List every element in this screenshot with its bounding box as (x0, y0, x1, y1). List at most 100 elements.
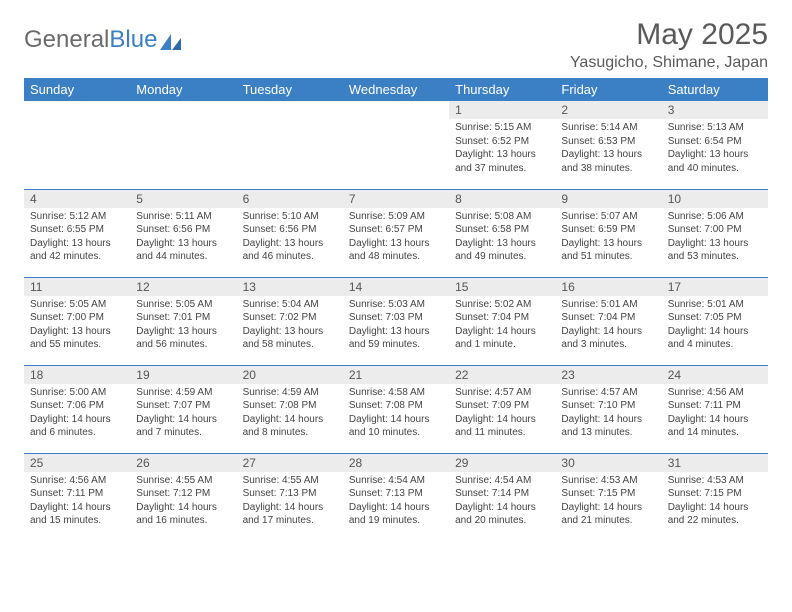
day-number: 30 (555, 454, 661, 472)
sunset-text: Sunset: 7:11 PM (30, 487, 124, 501)
calendar-day-cell: 26Sunrise: 4:55 AMSunset: 7:12 PMDayligh… (130, 453, 236, 541)
sunrise-text: Sunrise: 4:55 AM (243, 474, 337, 488)
calendar-day-cell: 20Sunrise: 4:59 AMSunset: 7:08 PMDayligh… (237, 365, 343, 453)
day-details: Sunrise: 5:15 AMSunset: 6:52 PMDaylight:… (449, 119, 555, 179)
day-details: Sunrise: 5:11 AMSunset: 6:56 PMDaylight:… (130, 208, 236, 268)
sunrise-text: Sunrise: 4:59 AM (243, 386, 337, 400)
day-number: 24 (662, 366, 768, 384)
sunrise-text: Sunrise: 5:05 AM (30, 298, 124, 312)
day-details: Sunrise: 5:01 AMSunset: 7:05 PMDaylight:… (662, 296, 768, 356)
day-number: 29 (449, 454, 555, 472)
sunset-text: Sunset: 7:11 PM (668, 399, 762, 413)
daylight-text: Daylight: 14 hours and 7 minutes. (136, 413, 230, 440)
sunset-text: Sunset: 6:53 PM (561, 135, 655, 149)
day-number: 10 (662, 190, 768, 208)
sunrise-text: Sunrise: 5:12 AM (30, 210, 124, 224)
day-details: Sunrise: 5:00 AMSunset: 7:06 PMDaylight:… (24, 384, 130, 444)
day-details: Sunrise: 4:54 AMSunset: 7:14 PMDaylight:… (449, 472, 555, 532)
daylight-text: Daylight: 13 hours and 44 minutes. (136, 237, 230, 264)
sunrise-text: Sunrise: 5:10 AM (243, 210, 337, 224)
sunset-text: Sunset: 7:04 PM (455, 311, 549, 325)
calendar-body: 1Sunrise: 5:15 AMSunset: 6:52 PMDaylight… (24, 101, 768, 541)
sunrise-text: Sunrise: 5:11 AM (136, 210, 230, 224)
sunrise-text: Sunrise: 5:00 AM (30, 386, 124, 400)
daylight-text: Daylight: 13 hours and 55 minutes. (30, 325, 124, 352)
calendar-day-cell: 7Sunrise: 5:09 AMSunset: 6:57 PMDaylight… (343, 189, 449, 277)
sunset-text: Sunset: 7:02 PM (243, 311, 337, 325)
day-number: 1 (449, 101, 555, 119)
sunrise-text: Sunrise: 4:56 AM (30, 474, 124, 488)
sunrise-text: Sunrise: 5:04 AM (243, 298, 337, 312)
calendar-day-cell: 29Sunrise: 4:54 AMSunset: 7:14 PMDayligh… (449, 453, 555, 541)
daylight-text: Daylight: 13 hours and 42 minutes. (30, 237, 124, 264)
sunset-text: Sunset: 7:00 PM (668, 223, 762, 237)
sunset-text: Sunset: 7:12 PM (136, 487, 230, 501)
calendar-day-cell: 4Sunrise: 5:12 AMSunset: 6:55 PMDaylight… (24, 189, 130, 277)
sunrise-text: Sunrise: 4:54 AM (455, 474, 549, 488)
sunset-text: Sunset: 7:01 PM (136, 311, 230, 325)
daylight-text: Daylight: 14 hours and 22 minutes. (668, 501, 762, 528)
calendar-day-cell (343, 101, 449, 189)
calendar-day-cell: 9Sunrise: 5:07 AMSunset: 6:59 PMDaylight… (555, 189, 661, 277)
daylight-text: Daylight: 14 hours and 3 minutes. (561, 325, 655, 352)
month-title: May 2025 (570, 18, 768, 52)
calendar-day-cell: 16Sunrise: 5:01 AMSunset: 7:04 PMDayligh… (555, 277, 661, 365)
weekday-header: Thursday (449, 78, 555, 101)
daylight-text: Daylight: 14 hours and 17 minutes. (243, 501, 337, 528)
calendar-day-cell: 2Sunrise: 5:14 AMSunset: 6:53 PMDaylight… (555, 101, 661, 189)
calendar-day-cell: 6Sunrise: 5:10 AMSunset: 6:56 PMDaylight… (237, 189, 343, 277)
daylight-text: Daylight: 14 hours and 14 minutes. (668, 413, 762, 440)
daylight-text: Daylight: 13 hours and 58 minutes. (243, 325, 337, 352)
day-details: Sunrise: 4:55 AMSunset: 7:12 PMDaylight:… (130, 472, 236, 532)
calendar-day-cell: 21Sunrise: 4:58 AMSunset: 7:08 PMDayligh… (343, 365, 449, 453)
calendar-day-cell: 8Sunrise: 5:08 AMSunset: 6:58 PMDaylight… (449, 189, 555, 277)
sunrise-text: Sunrise: 5:06 AM (668, 210, 762, 224)
calendar-week-row: 4Sunrise: 5:12 AMSunset: 6:55 PMDaylight… (24, 189, 768, 277)
day-details: Sunrise: 4:54 AMSunset: 7:13 PMDaylight:… (343, 472, 449, 532)
calendar-day-cell: 17Sunrise: 5:01 AMSunset: 7:05 PMDayligh… (662, 277, 768, 365)
sunset-text: Sunset: 6:56 PM (243, 223, 337, 237)
sunset-text: Sunset: 7:09 PM (455, 399, 549, 413)
calendar-day-cell: 22Sunrise: 4:57 AMSunset: 7:09 PMDayligh… (449, 365, 555, 453)
daylight-text: Daylight: 14 hours and 21 minutes. (561, 501, 655, 528)
calendar-day-cell (130, 101, 236, 189)
day-details: Sunrise: 4:55 AMSunset: 7:13 PMDaylight:… (237, 472, 343, 532)
sunrise-text: Sunrise: 4:59 AM (136, 386, 230, 400)
day-details: Sunrise: 4:59 AMSunset: 7:08 PMDaylight:… (237, 384, 343, 444)
day-number: 20 (237, 366, 343, 384)
day-number: 28 (343, 454, 449, 472)
day-details: Sunrise: 5:01 AMSunset: 7:04 PMDaylight:… (555, 296, 661, 356)
calendar-day-cell: 25Sunrise: 4:56 AMSunset: 7:11 PMDayligh… (24, 453, 130, 541)
day-details: Sunrise: 4:58 AMSunset: 7:08 PMDaylight:… (343, 384, 449, 444)
calendar-day-cell (237, 101, 343, 189)
sunrise-text: Sunrise: 4:56 AM (668, 386, 762, 400)
sunrise-text: Sunrise: 5:15 AM (455, 121, 549, 135)
sunset-text: Sunset: 7:08 PM (243, 399, 337, 413)
sunset-text: Sunset: 7:04 PM (561, 311, 655, 325)
day-number: 11 (24, 278, 130, 296)
day-number: 21 (343, 366, 449, 384)
day-details: Sunrise: 5:05 AMSunset: 7:01 PMDaylight:… (130, 296, 236, 356)
logo-text-part2: Blue (109, 26, 157, 54)
calendar-day-cell: 31Sunrise: 4:53 AMSunset: 7:15 PMDayligh… (662, 453, 768, 541)
day-details: Sunrise: 5:07 AMSunset: 6:59 PMDaylight:… (555, 208, 661, 268)
daylight-text: Daylight: 14 hours and 6 minutes. (30, 413, 124, 440)
sunrise-text: Sunrise: 5:01 AM (561, 298, 655, 312)
sunrise-text: Sunrise: 5:01 AM (668, 298, 762, 312)
sunrise-text: Sunrise: 5:03 AM (349, 298, 443, 312)
calendar-week-row: 1Sunrise: 5:15 AMSunset: 6:52 PMDaylight… (24, 101, 768, 189)
title-block: May 2025 Yasugicho, Shimane, Japan (570, 18, 768, 72)
sunset-text: Sunset: 6:58 PM (455, 223, 549, 237)
sunrise-text: Sunrise: 5:14 AM (561, 121, 655, 135)
daylight-text: Daylight: 13 hours and 56 minutes. (136, 325, 230, 352)
daylight-text: Daylight: 13 hours and 53 minutes. (668, 237, 762, 264)
day-number: 18 (24, 366, 130, 384)
day-number: 3 (662, 101, 768, 119)
day-number: 7 (343, 190, 449, 208)
sunrise-text: Sunrise: 4:57 AM (455, 386, 549, 400)
sunset-text: Sunset: 7:07 PM (136, 399, 230, 413)
calendar-day-cell: 3Sunrise: 5:13 AMSunset: 6:54 PMDaylight… (662, 101, 768, 189)
sunset-text: Sunset: 6:52 PM (455, 135, 549, 149)
calendar-table: Sunday Monday Tuesday Wednesday Thursday… (24, 78, 768, 541)
sunset-text: Sunset: 7:13 PM (243, 487, 337, 501)
